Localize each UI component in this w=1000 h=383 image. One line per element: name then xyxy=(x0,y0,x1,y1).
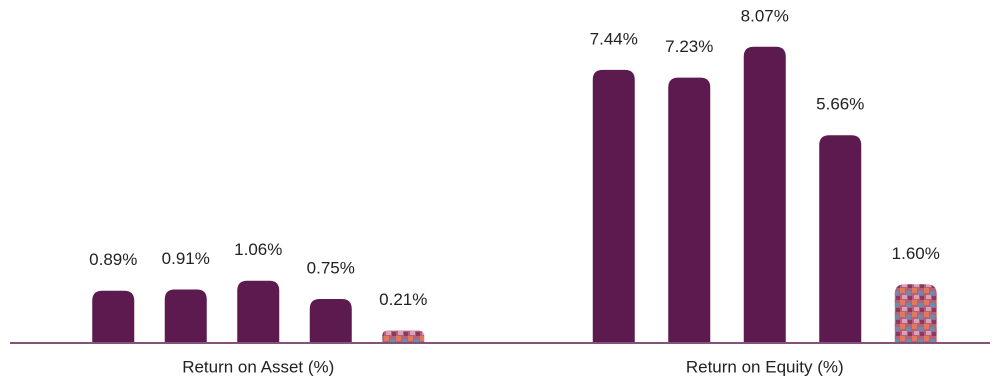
bar xyxy=(92,290,135,342)
x-axis-label: Return on Equity (%) xyxy=(686,357,844,376)
value-label: 8.07% xyxy=(741,6,789,25)
value-label: 0.21% xyxy=(379,290,427,309)
value-label: 5.66% xyxy=(816,95,864,114)
bar xyxy=(382,330,425,342)
bar xyxy=(237,280,280,342)
value-label: 1.60% xyxy=(892,244,940,263)
value-label: 1.06% xyxy=(234,240,282,259)
value-label: 0.75% xyxy=(307,258,355,277)
x-axis-label: Return on Asset (%) xyxy=(182,357,334,376)
value-label: 7.23% xyxy=(665,37,713,56)
bar xyxy=(894,284,937,342)
bar xyxy=(309,298,352,342)
bar xyxy=(592,69,635,342)
value-label: 7.44% xyxy=(590,29,638,48)
bar xyxy=(164,289,207,342)
value-label: 0.89% xyxy=(89,250,137,269)
bar xyxy=(668,77,711,343)
value-label: 0.91% xyxy=(162,249,210,268)
bar xyxy=(819,135,862,342)
bar xyxy=(743,46,786,343)
